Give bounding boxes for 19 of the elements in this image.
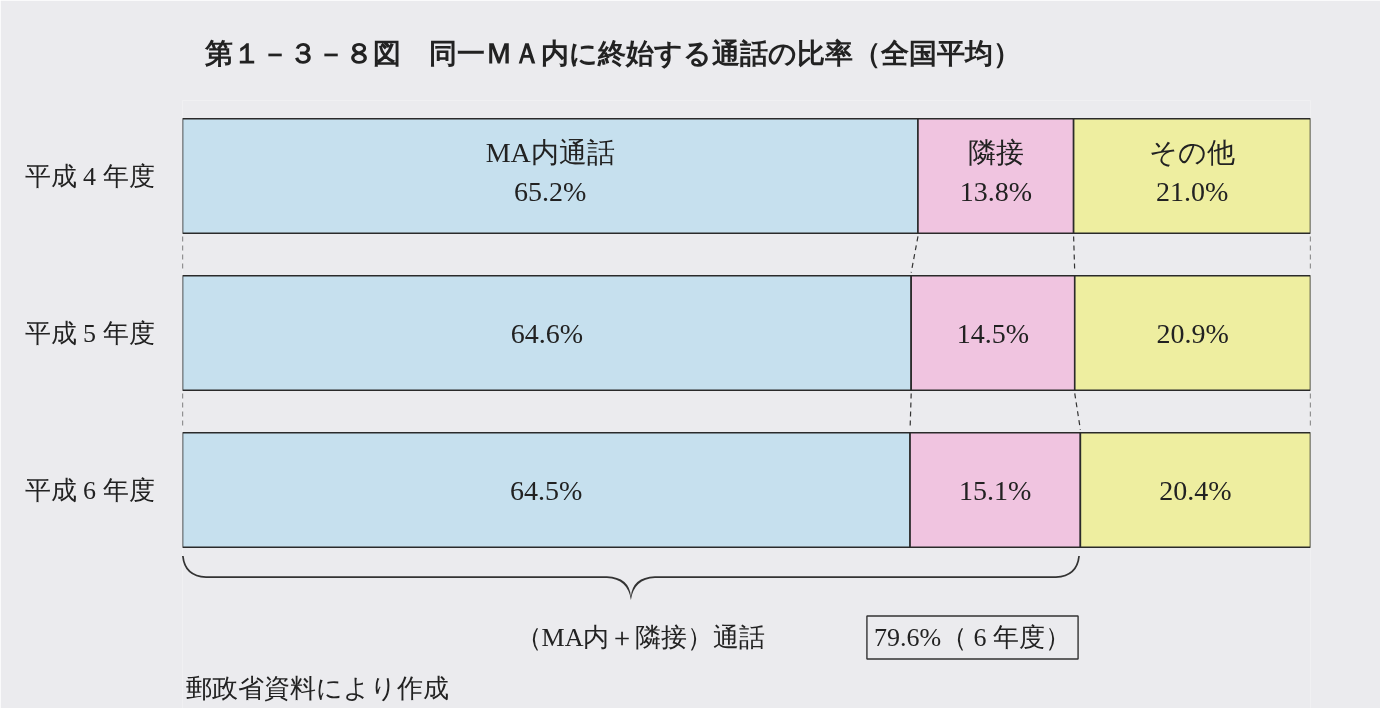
y-tick-label: 平成 6 年度	[24, 475, 155, 505]
data-label: 20.4%	[1159, 474, 1232, 506]
data-label: 65.2%	[514, 176, 587, 208]
text: 郵政省資料により作成	[185, 674, 449, 703]
data-label: 20.9%	[1156, 317, 1229, 349]
chart-title: 第１－３－８図 同一ＭＡ内に終始する通話の比率（全国平均）	[203, 36, 1021, 70]
series-label: 隣接	[967, 136, 1024, 168]
text: （MA内＋隣接）通話	[515, 623, 766, 652]
data-label: 13.8%	[959, 176, 1032, 208]
data-label: 14.5%	[956, 317, 1030, 349]
series-label: MA内通話	[485, 136, 615, 168]
data-label: 64.6%	[510, 317, 584, 349]
text: 79.6%（ 6 年度）	[873, 623, 1072, 652]
data-label: 21.0%	[1155, 176, 1229, 208]
series-label: その他	[1149, 136, 1236, 168]
data-label: 15.1%	[959, 474, 1032, 506]
data-label: 64.5%	[510, 474, 583, 506]
y-tick-label: 平成 5 年度	[24, 318, 155, 348]
y-tick-label: 平成 4 年度	[24, 161, 155, 191]
